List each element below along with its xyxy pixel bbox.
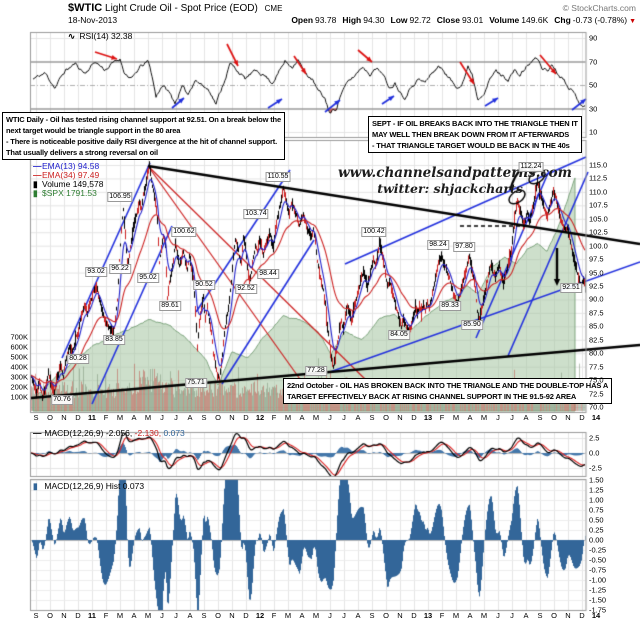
macd-hist-value: 0.073 — [163, 428, 185, 438]
ema13-legend: —EMA(13) 94.58 — [33, 161, 99, 171]
chart-title: Light Crude Oil - Spot Price (EOD) — [105, 3, 258, 14]
annotation-line: MAY WELL THEN BREAK DOWN FROM IT AFTERWA… — [372, 130, 570, 139]
bars-icon: ▮ — [33, 481, 38, 491]
macd-hist-legend-text: MACD(12,26,9) Hist 0.073 — [44, 481, 145, 491]
annotation-box-october: 22nd October - OIL HAS BROKEN BACK INTO … — [283, 378, 613, 404]
indicator-icon: ∿ — [68, 31, 76, 41]
annotation-line: next target would be triangle support in… — [6, 126, 181, 135]
quote-label: Volume — [489, 15, 520, 25]
rsi-legend-text: RSI(14) 32.38 — [79, 31, 133, 41]
macd-value: -2.056, — [105, 428, 133, 438]
quote-value: 93.78 — [315, 15, 337, 25]
watermark-line1: www.channelsandpatterns.com — [338, 165, 572, 181]
volume-legend: ▮ Volume 149,578 — [33, 179, 103, 190]
annotation-line: WTIC Daily - Oil has tested rising chann… — [6, 115, 282, 124]
quote-value: -0.73 (-0.78%) — [572, 15, 628, 25]
annotation-line: That usually delivers a strong reversal … — [6, 148, 158, 157]
macd-legend-text: MACD(12,26,9) — [44, 428, 104, 438]
copyright: © StockCharts.com — [562, 3, 636, 13]
quote-row: Open 93.78 High 94.30 Low 92.72 Close 93.01 Volu… — [285, 15, 636, 25]
quote-value: 94.30 — [363, 15, 385, 25]
annotation-box-channel-support: WTIC Daily - Oil has tested rising chann… — [2, 112, 286, 160]
annotation-box-sept: SEPT - IF OIL BREAKS BACK INTO THE TRIAN… — [368, 116, 582, 153]
line-icon: — — [33, 170, 42, 180]
line-icon: — — [33, 161, 42, 171]
chart-date: 18-Nov-2013 — [68, 15, 118, 25]
ema34-legend-text: EMA(34) 97.49 — [42, 170, 100, 180]
watermark-line2: twitter: shjackcharts — [377, 181, 523, 196]
quote-label: Open — [291, 15, 314, 25]
quote-value: 92.72 — [409, 15, 431, 25]
spx-legend: ▮ $SPX 1791.53 — [33, 188, 97, 199]
quote-label: Close — [436, 15, 460, 25]
annotation-line: SEPT - IF OIL BREAKS BACK INTO THE TRIAN… — [372, 119, 578, 128]
ema34-legend: —EMA(34) 97.49 — [33, 170, 99, 180]
annotation-line: 22nd October - OIL HAS BROKEN BACK INTO … — [287, 381, 609, 390]
quote-value: 93.01 — [461, 15, 484, 25]
volume-legend-text: Volume 149,578 — [42, 179, 104, 189]
symbol: $WTIC — [68, 2, 103, 14]
spx-legend-text: $SPX 1791.53 — [42, 188, 97, 198]
exchange-label: CME — [264, 4, 283, 13]
ema13-legend-text: EMA(13) 94.58 — [42, 161, 100, 171]
quote-value: 149.6K — [521, 15, 549, 25]
macd-signal-value: -2.130, — [134, 428, 162, 438]
chart-header: $WTIC Light Crude Oil - Spot Price (EOD)… — [68, 2, 282, 14]
macd-legend: — MACD(12,26,9) -2.056, -2.130, 0.073 — [33, 428, 185, 438]
line-icon: — — [33, 428, 42, 438]
rsi-legend: ∿ RSI(14) 32.38 — [68, 31, 132, 42]
annotation-line: TARGET EFFECTIVELY BACK AT RISING CHANNE… — [287, 392, 577, 401]
quote-label: Low — [390, 15, 408, 25]
bars-icon: ▮ — [33, 188, 38, 198]
macd-hist-legend: ▮ MACD(12,26,9) Hist 0.073 — [33, 481, 144, 492]
annotation-line: - There is noticeable positive daily RSI… — [6, 137, 278, 146]
bars-icon: ▮ — [33, 179, 38, 189]
quote-label: Chg — [554, 15, 571, 25]
annotation-line: - THAT TRIANGLE TARGET WOULD BE BACK IN … — [372, 141, 570, 150]
change-down-icon: ▼ — [627, 18, 636, 25]
quote-label: High — [342, 15, 362, 25]
